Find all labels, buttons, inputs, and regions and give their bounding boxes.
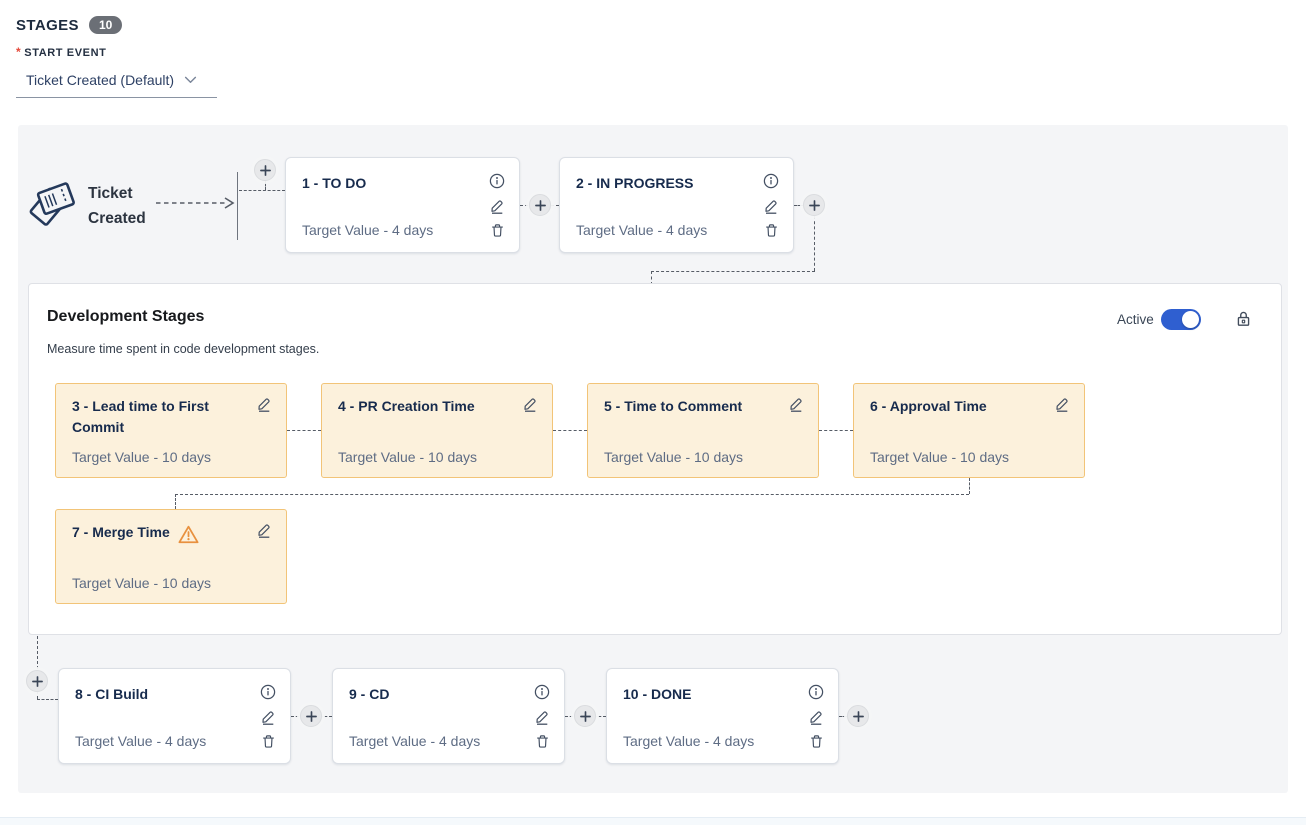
delete-icon[interactable]	[809, 734, 824, 749]
start-node-label: Ticket Created	[88, 185, 146, 227]
stage-card-6[interactable]: 6 - Approval Time Target Value - 10 days	[853, 383, 1085, 478]
stage-target-value: Target Value - 4 days	[75, 733, 207, 749]
stage-title: 5 - Time to Comment	[604, 398, 743, 414]
stage-title: 8 - CI Build	[75, 686, 149, 702]
connector-wrap-across	[175, 494, 969, 495]
delete-icon[interactable]	[490, 223, 505, 238]
edit-icon[interactable]	[256, 522, 272, 538]
info-icon[interactable]	[260, 684, 276, 700]
add-stage-button[interactable]	[847, 705, 869, 727]
next-section-edge	[0, 817, 1306, 825]
stage-title: 3 - Lead time to First Commit	[72, 398, 209, 435]
connector-elbow-down	[814, 216, 815, 271]
connector-stage6-down	[969, 478, 970, 494]
connector-into-stage7	[175, 494, 176, 509]
stage-title: 6 - Approval Time	[870, 398, 987, 414]
stage-card-4[interactable]: 4 - PR Creation Time Target Value - 10 d…	[321, 383, 553, 478]
stage-title: 9 - CD	[349, 686, 390, 702]
connector-stage5-stage6	[819, 430, 853, 431]
start-event-value: Ticket Created (Default)	[26, 72, 175, 88]
info-icon[interactable]	[489, 173, 505, 189]
delete-icon[interactable]	[535, 734, 550, 749]
connector-into-stage8	[37, 699, 58, 700]
info-icon[interactable]	[534, 684, 550, 700]
stage-target-value: Target Value - 10 days	[72, 449, 212, 465]
edit-icon[interactable]	[534, 709, 550, 725]
stage-card-8[interactable]: 8 - CI Build Target Value - 4 days	[58, 668, 291, 764]
stage-card-5[interactable]: 5 - Time to Comment Target Value - 10 da…	[587, 383, 819, 478]
stage-target-value: Target Value - 4 days	[576, 222, 708, 238]
connector-elbow-across	[651, 271, 815, 272]
add-stage-button[interactable]	[26, 670, 48, 692]
connector-stage2-plus	[794, 205, 804, 206]
chevron-down-icon	[184, 76, 197, 84]
start-junction-line	[237, 172, 238, 240]
edit-icon[interactable]	[260, 709, 276, 725]
edit-icon[interactable]	[256, 396, 272, 412]
page-title: STAGES	[16, 16, 79, 34]
stage-card-2[interactable]: 2 - IN PROGRESS Target Value - 4 days	[559, 157, 794, 253]
add-stage-button[interactable]	[254, 159, 276, 181]
edit-icon[interactable]	[808, 709, 824, 725]
stage-card-3[interactable]: 3 - Lead time to First Commit Target Val…	[55, 383, 287, 478]
connector-into-dev-panel	[651, 271, 652, 285]
stage-card-9[interactable]: 9 - CD Target Value - 4 days	[332, 668, 565, 764]
connector-stage4-stage5	[553, 430, 587, 431]
dev-panel-description: Measure time spent in code development s…	[47, 342, 320, 356]
stage-target-value: Target Value - 10 days	[338, 449, 478, 465]
stage-title: 2 - IN PROGRESS	[576, 175, 694, 191]
stage-target-value: Target Value - 10 days	[870, 449, 1010, 465]
start-event-label: * START EVENT	[16, 45, 107, 59]
dropdown-underline	[16, 97, 217, 98]
stage-title: 4 - PR Creation Time	[338, 398, 475, 414]
active-toggle-label: Active	[1117, 312, 1154, 327]
stage-target-value: Target Value - 10 days	[72, 575, 212, 591]
connector-stage3-stage4	[287, 430, 321, 431]
add-stage-button[interactable]	[529, 194, 551, 216]
stage-title: 1 - TO DO	[302, 175, 367, 191]
stage-card-1[interactable]: 1 - TO DO Target Value - 4 days	[285, 157, 520, 253]
stage-title: 7 - Merge Time	[72, 524, 170, 540]
connector-plus-tick	[265, 180, 266, 190]
add-stage-button[interactable]	[574, 705, 596, 727]
info-icon[interactable]	[808, 684, 824, 700]
stage-card-10[interactable]: 10 - DONE Target Value - 4 days	[606, 668, 839, 764]
connector-devpanel-down	[37, 636, 38, 699]
delete-icon[interactable]	[261, 734, 276, 749]
stage-target-value: Target Value - 10 days	[604, 449, 744, 465]
stage-count-badge: 10	[88, 16, 123, 34]
connector-stage10-plus	[839, 716, 849, 717]
edit-icon[interactable]	[788, 396, 804, 412]
start-event-select[interactable]: Ticket Created (Default)	[26, 72, 197, 88]
stage-card-7[interactable]: 7 - Merge Time Target Value - 10 days	[55, 509, 287, 604]
stage-title: 10 - DONE	[623, 686, 692, 702]
start-arrow-connector	[156, 196, 236, 215]
add-stage-button[interactable]	[803, 194, 825, 216]
edit-icon[interactable]	[522, 396, 538, 412]
edit-icon[interactable]	[1054, 396, 1070, 412]
toggle-knob	[1182, 311, 1199, 328]
required-marker: *	[16, 45, 22, 59]
info-icon[interactable]	[763, 173, 779, 189]
stage-target-value: Target Value - 4 days	[349, 733, 481, 749]
delete-icon[interactable]	[764, 223, 779, 238]
dev-panel-title: Development Stages	[47, 308, 205, 325]
lock-icon[interactable]	[1235, 310, 1252, 333]
edit-icon[interactable]	[489, 198, 505, 214]
warning-icon[interactable]	[178, 525, 199, 544]
stage-target-value: Target Value - 4 days	[623, 733, 755, 749]
edit-icon[interactable]	[763, 198, 779, 214]
ticket-icon	[26, 172, 84, 235]
connector-start-to-stage1	[239, 190, 285, 191]
active-toggle[interactable]	[1161, 309, 1201, 330]
stage-target-value: Target Value - 4 days	[302, 222, 434, 238]
add-stage-button[interactable]	[300, 705, 322, 727]
